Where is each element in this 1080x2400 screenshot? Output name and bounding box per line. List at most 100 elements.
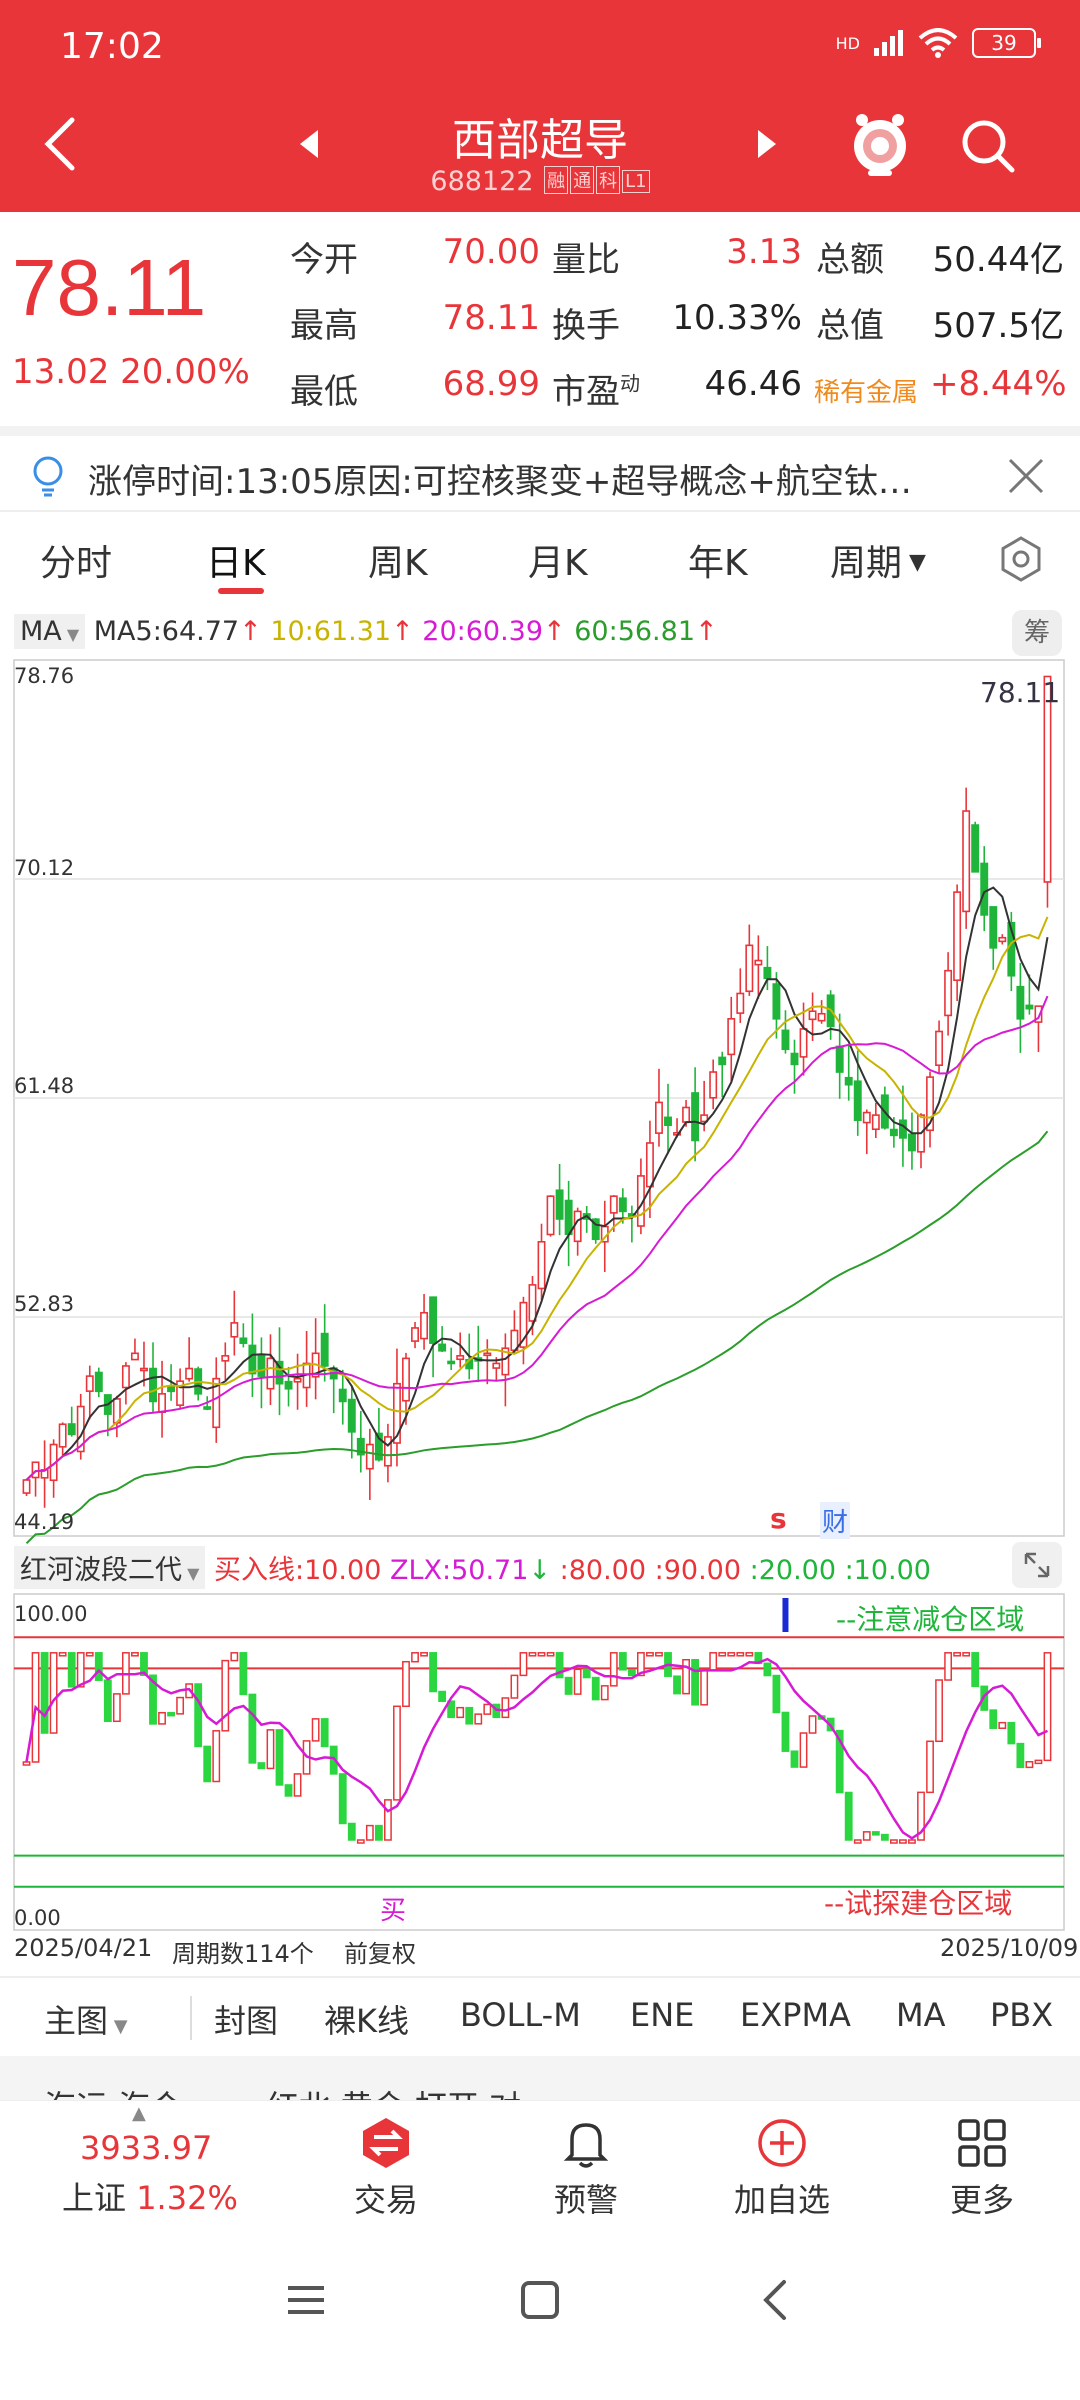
candle-body: [655, 1101, 663, 1134]
tool-boll-m[interactable]: BOLL-M: [460, 1996, 581, 2034]
finance-marker[interactable]: 财: [820, 1502, 851, 1539]
grid-icon: [958, 2119, 1006, 2167]
high-label: 最高: [290, 306, 358, 346]
candle-body: [926, 1076, 934, 1132]
pe-label-text: 市盈: [552, 372, 620, 412]
indicator-bar: [203, 1745, 212, 1783]
next-stock-icon[interactable]: [756, 128, 780, 160]
kline-chart[interactable]: [0, 602, 1080, 1976]
nav-alert-label: 预警: [553, 2181, 618, 2219]
app-header: 17:02 HD 39 西部超导 688122 融通科 L1: [0, 0, 1080, 212]
indicator-bar: [112, 1693, 121, 1723]
tab-intraday[interactable]: 分时: [40, 543, 113, 584]
indicator-bar: [636, 1652, 645, 1677]
tool-expma[interactable]: EXPMA: [740, 1996, 851, 2034]
system-back-icon[interactable]: [758, 2278, 790, 2322]
index-value[interactable]: 3933.97: [80, 2129, 213, 2167]
candle-body: [682, 1106, 691, 1123]
current-price: 78.11: [12, 243, 207, 332]
candle-body: [898, 1119, 907, 1139]
tab-daily[interactable]: 日K: [206, 543, 266, 584]
settings-icon[interactable]: [998, 536, 1044, 582]
mascot-icon[interactable]: [850, 110, 910, 178]
home-icon[interactable]: [520, 2280, 560, 2320]
candle-body: [645, 1142, 654, 1188]
index-label-row[interactable]: 上证 1.32%: [62, 2173, 238, 2219]
tool-ma[interactable]: MA: [896, 1996, 946, 2034]
indicator-bar: [862, 1831, 871, 1841]
indicator-bar: [1016, 1742, 1025, 1769]
menu-icon[interactable]: [286, 2280, 326, 2320]
adjust-mode[interactable]: 前复权: [344, 1940, 416, 1968]
price-change: 13.02 20.00%: [12, 352, 250, 392]
chevron-up-icon: ▲: [132, 2103, 146, 2124]
indicator-bar: [908, 1839, 916, 1844]
bell-icon: [563, 2123, 609, 2168]
candle-body: [871, 1114, 880, 1131]
y-tick-label: 70.12: [14, 856, 75, 880]
candle-body: [953, 891, 962, 982]
vol-ratio-label: 量比: [552, 240, 620, 280]
index-change: 1.32%: [136, 2179, 238, 2217]
sell-marker[interactable]: s: [770, 1502, 787, 1535]
prev-stock-icon[interactable]: [296, 128, 320, 160]
indicator-bar: [284, 1784, 293, 1797]
ma-selector[interactable]: MA ▼: [14, 614, 86, 649]
indicator-bar: [483, 1703, 492, 1715]
nav-add-label: 加自选: [733, 2181, 830, 2219]
candle-body: [22, 1479, 31, 1494]
tab-weekly[interactable]: 周K: [368, 543, 428, 584]
nav-add-watchlist[interactable]: 加自选: [712, 2115, 852, 2221]
main-chart-menu[interactable]: 主图 ▼: [44, 1996, 128, 2042]
candle-body: [1025, 1004, 1034, 1010]
tab-yearly[interactable]: 年K: [688, 543, 748, 584]
chart-area[interactable]: MA ▼ MA5:64.77↑ 10:61.31↑ 20:60.39↑ 60:5…: [0, 602, 1080, 1976]
tool-pbx[interactable]: PBX: [990, 1996, 1054, 2034]
candle-body: [347, 1398, 356, 1433]
indicator-bar: [709, 1652, 718, 1671]
bottom-nav: ▲ 3933.97 上证 1.32% 交易 预警 加自选: [0, 2100, 1080, 2230]
pe-label: 市盈动: [552, 364, 640, 413]
quote-panel[interactable]: 78.11 13.02 20.00% 今开 70.00 最高 78.11 最低 …: [0, 212, 1080, 426]
expand-icon[interactable]: [1012, 1542, 1062, 1588]
candle-body: [257, 1354, 266, 1377]
sector-name[interactable]: 稀有金属: [814, 378, 919, 408]
tab-monthly[interactable]: 月K: [528, 543, 588, 584]
main-chart-label: 主图: [44, 2002, 109, 2040]
candle-body: [149, 1367, 157, 1403]
candle-body: [691, 1092, 700, 1142]
divider: [190, 1996, 192, 2040]
candle-body: [284, 1380, 293, 1390]
sector-change: +8.44%: [930, 364, 1067, 404]
indicator-selector[interactable]: 红河波段二代 ▼: [14, 1546, 206, 1589]
indicator-bar: [1034, 1759, 1043, 1765]
candle-body: [835, 1045, 844, 1073]
stock-name: 西部超导: [452, 115, 628, 166]
bulb-icon: [33, 456, 63, 497]
indicator-bar: [429, 1652, 438, 1693]
indicator-bar: [365, 1824, 374, 1841]
candle-body: [275, 1360, 284, 1385]
nav-trade[interactable]: 交易: [316, 2115, 456, 2221]
nav-alert[interactable]: 预警: [516, 2115, 656, 2221]
close-icon[interactable]: [1006, 456, 1046, 496]
low-label: 最低: [290, 372, 358, 412]
nav-trade-label: 交易: [353, 2181, 418, 2219]
battery-level: 39: [991, 31, 1017, 55]
chips-button[interactable]: 筹: [1012, 610, 1062, 656]
search-icon[interactable]: [958, 116, 1018, 176]
tool-fengtu[interactable]: 封图: [214, 2002, 279, 2040]
candle-body: [266, 1357, 275, 1390]
tool-naked-k[interactable]: 裸K线: [324, 2002, 409, 2040]
nav-more[interactable]: 更多: [912, 2115, 1052, 2221]
candle-body: [176, 1380, 185, 1406]
limit-up-notice[interactable]: 涨停时间:13:05原因:可控核聚变+超导概念+航空钛…: [0, 426, 1080, 510]
indicator-bar: [384, 1799, 392, 1841]
candle-body: [745, 944, 754, 993]
back-icon[interactable]: [36, 112, 84, 176]
indicator-bar: [799, 1732, 808, 1768]
indicator-bar: [239, 1652, 248, 1696]
tab-period[interactable]: 周期 ▼: [830, 534, 926, 586]
tool-ene[interactable]: ENE: [630, 1996, 695, 2034]
candle-body: [402, 1357, 410, 1402]
